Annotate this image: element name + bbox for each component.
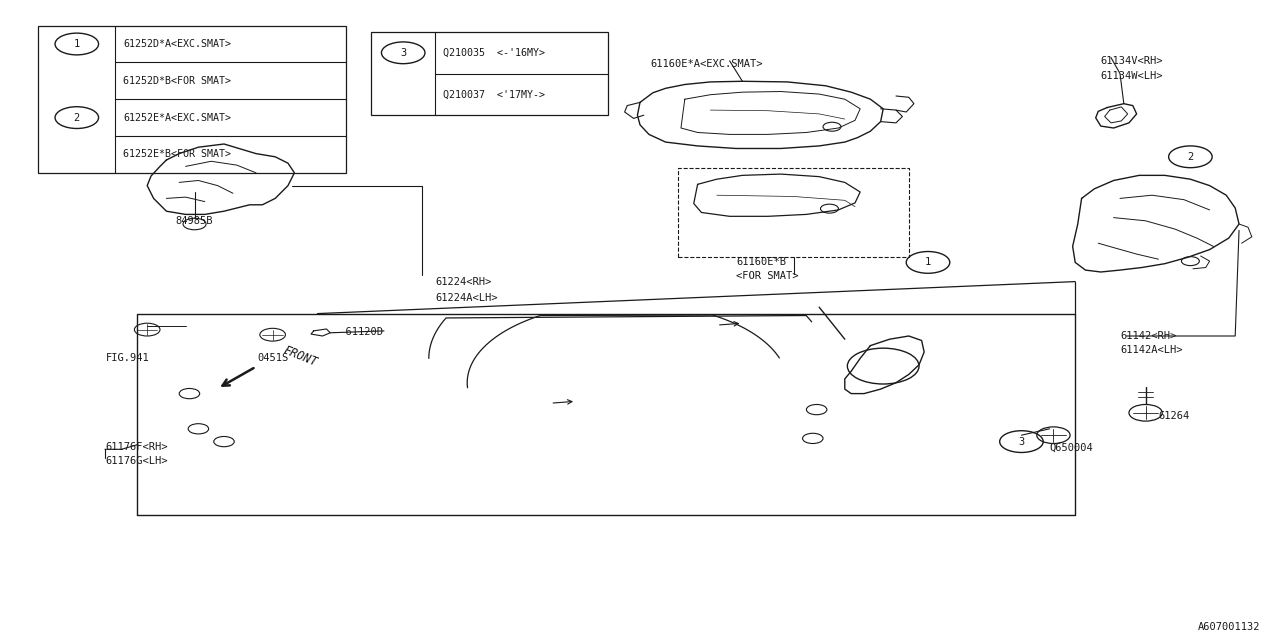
Text: 84985B: 84985B bbox=[175, 216, 214, 226]
Text: Q210035  <-'16MY>: Q210035 <-'16MY> bbox=[443, 48, 545, 58]
Text: FIG.941: FIG.941 bbox=[106, 353, 150, 364]
Text: 61142<RH>: 61142<RH> bbox=[1120, 331, 1176, 341]
Text: Q210037  <'17MY->: Q210037 <'17MY-> bbox=[443, 90, 545, 99]
Text: 61224<RH>: 61224<RH> bbox=[435, 276, 492, 287]
Text: 2: 2 bbox=[1188, 152, 1193, 162]
Text: A607001132: A607001132 bbox=[1198, 622, 1261, 632]
Text: 61160E*A<EXC.SMAT>: 61160E*A<EXC.SMAT> bbox=[650, 59, 763, 69]
Text: 61252E*B<FOR SMAT>: 61252E*B<FOR SMAT> bbox=[123, 149, 230, 159]
Text: 1: 1 bbox=[925, 257, 931, 268]
Text: 61160E*B: 61160E*B bbox=[736, 257, 786, 268]
Bar bbox=[38, 26, 346, 173]
Text: 61264: 61264 bbox=[1158, 411, 1189, 421]
Text: 3: 3 bbox=[401, 48, 406, 58]
Bar bbox=[678, 168, 909, 257]
Text: 61224A<LH>: 61224A<LH> bbox=[435, 292, 498, 303]
Text: 3: 3 bbox=[1019, 436, 1024, 447]
Text: 61252D*B<FOR SMAT>: 61252D*B<FOR SMAT> bbox=[123, 76, 230, 86]
Text: 61134W<LH>: 61134W<LH> bbox=[1101, 70, 1164, 81]
Text: — 61120D: — 61120D bbox=[333, 326, 383, 337]
Text: 61252E*A<EXC.SMAT>: 61252E*A<EXC.SMAT> bbox=[123, 113, 230, 123]
Text: 61176G<LH>: 61176G<LH> bbox=[105, 456, 168, 466]
Text: 61176F<RH>: 61176F<RH> bbox=[105, 442, 168, 452]
Text: 1: 1 bbox=[74, 39, 79, 49]
Text: Q650004: Q650004 bbox=[1050, 443, 1093, 453]
Text: 61252D*A<EXC.SMAT>: 61252D*A<EXC.SMAT> bbox=[123, 39, 230, 49]
Text: 2: 2 bbox=[74, 113, 79, 123]
Text: 61142A<LH>: 61142A<LH> bbox=[1120, 345, 1183, 355]
Text: 0451S: 0451S bbox=[257, 353, 288, 364]
Text: 61134V<RH>: 61134V<RH> bbox=[1101, 56, 1164, 66]
Bar bbox=[371, 32, 608, 115]
Text: <FOR SMAT>: <FOR SMAT> bbox=[736, 271, 799, 282]
Text: FRONT: FRONT bbox=[282, 344, 320, 369]
